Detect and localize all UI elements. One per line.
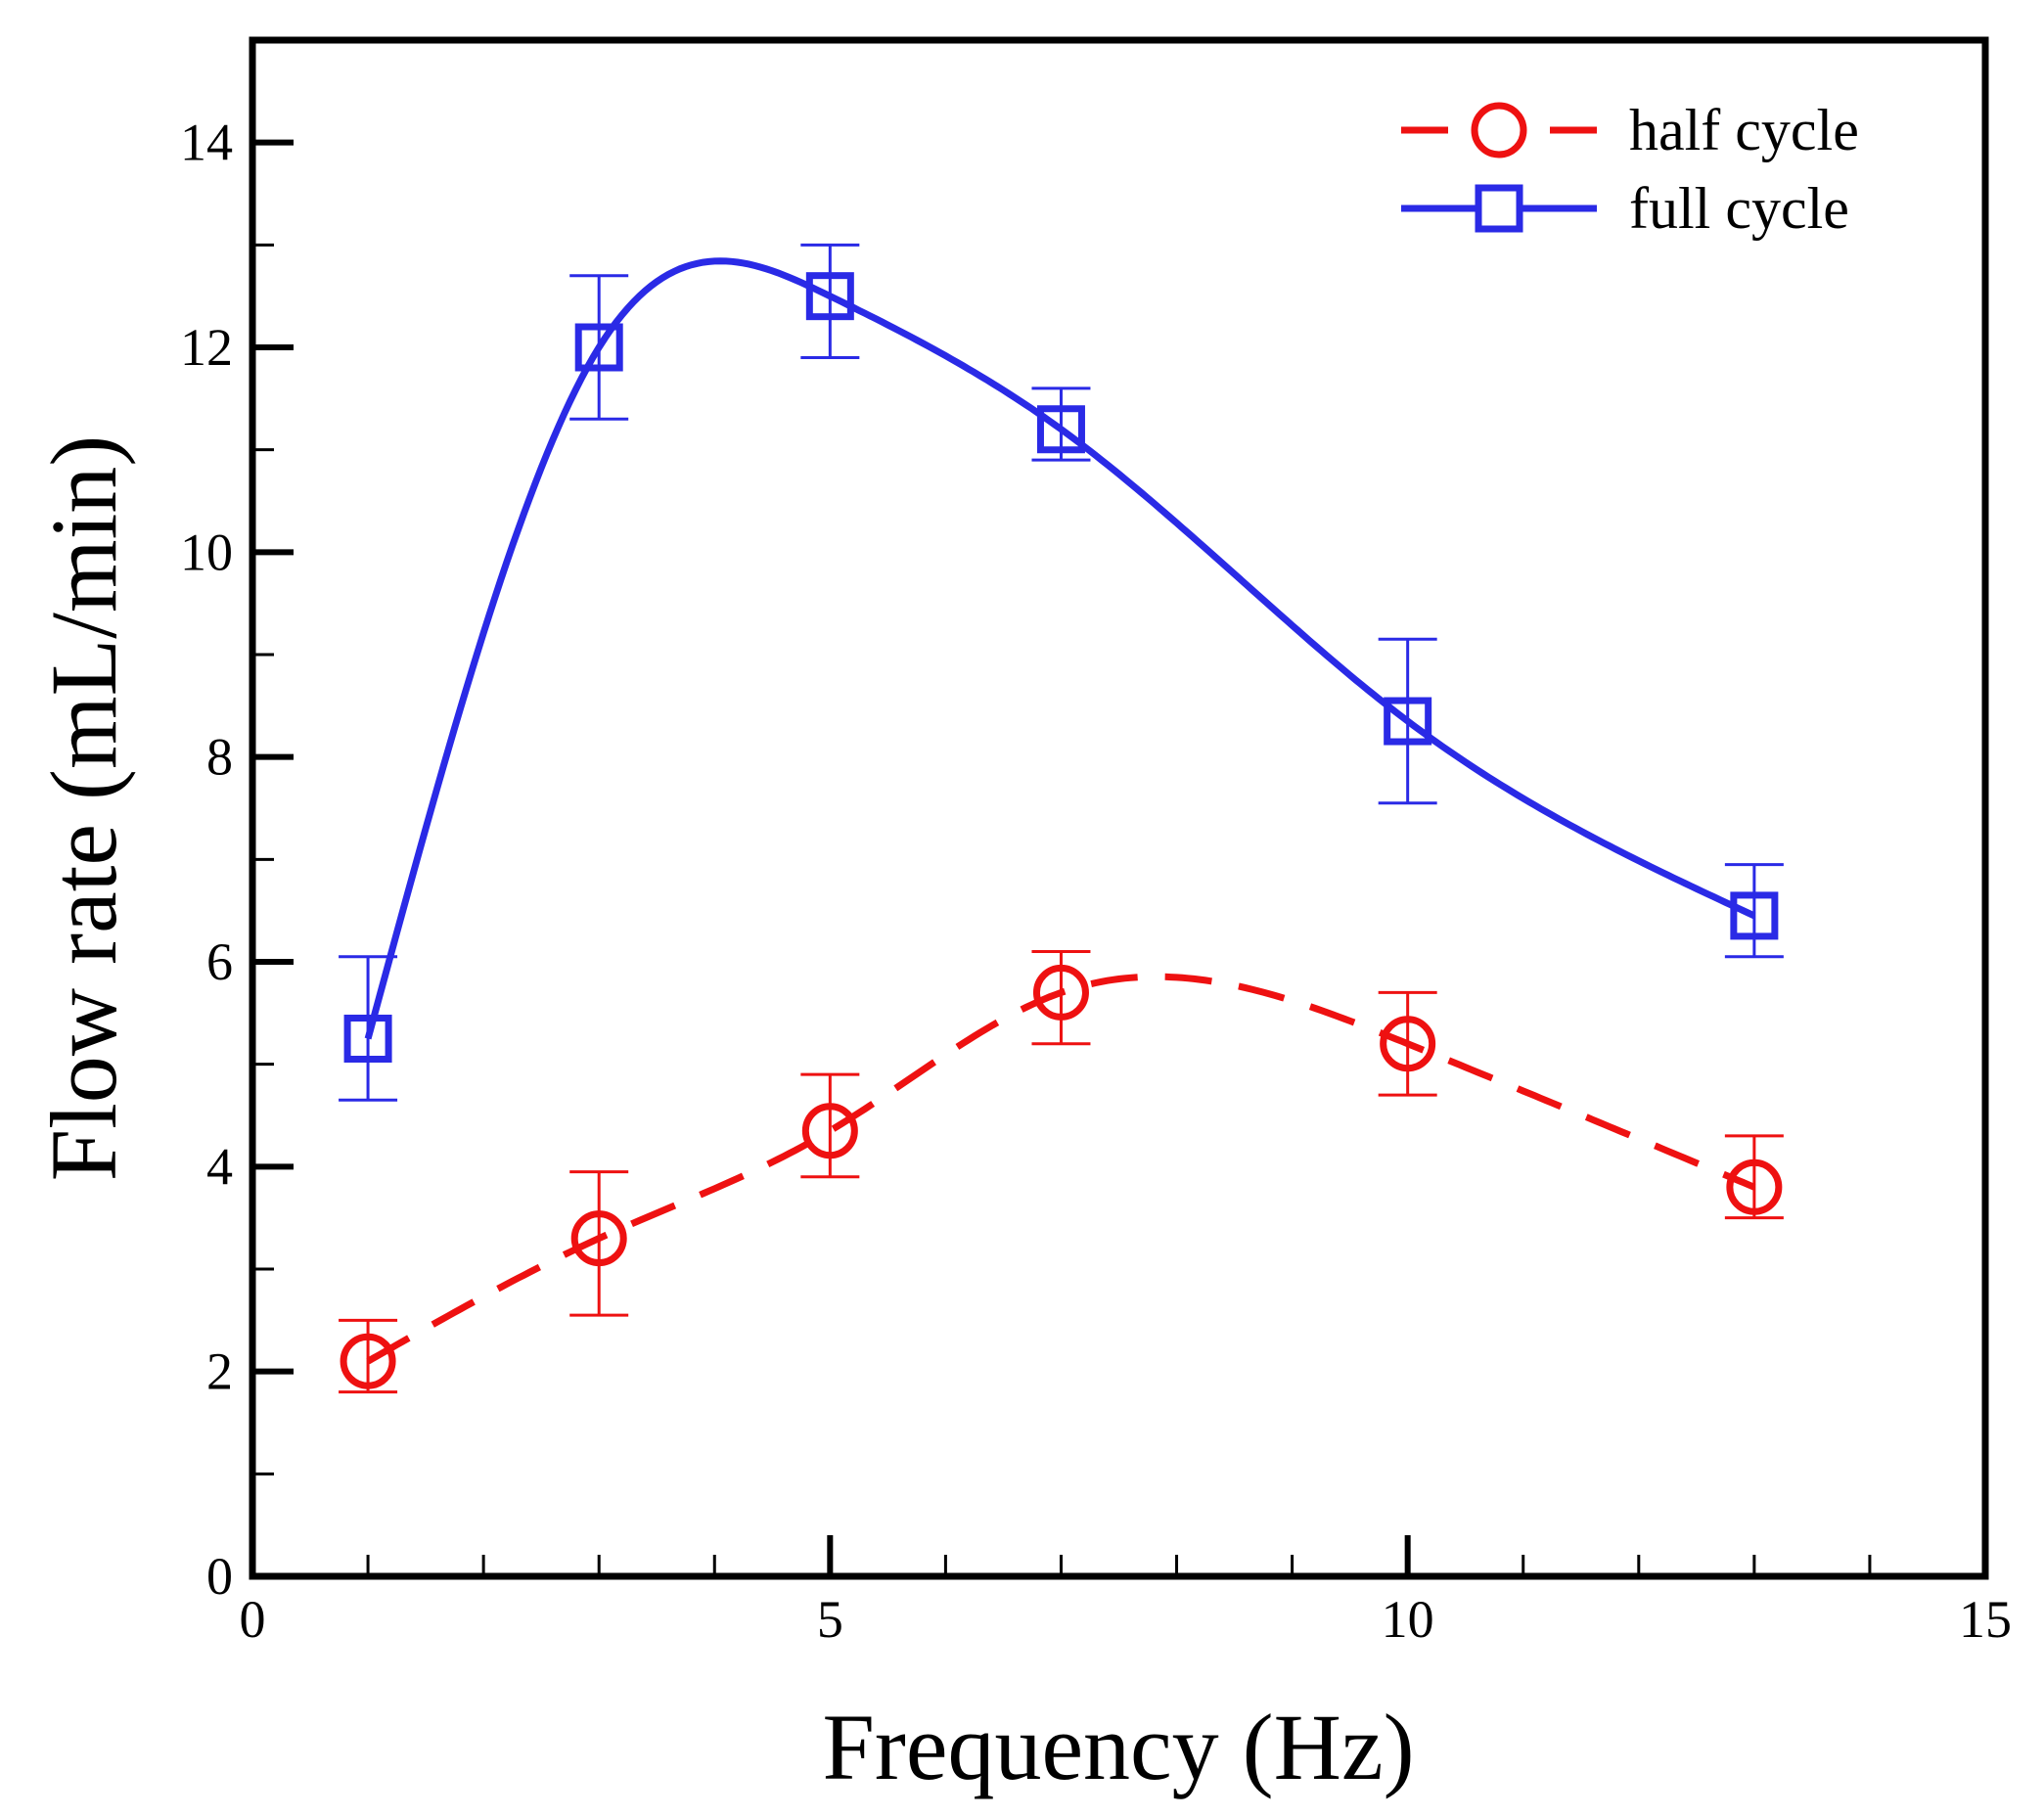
data-point (805, 272, 854, 321)
y-tick-label: 6 (206, 932, 233, 991)
tick-labels: 0 5 10 15 0 2 4 6 8 10 12 14 (180, 114, 2012, 1649)
y-tick-label: 10 (180, 522, 233, 581)
x-tick-label: 0 (240, 1590, 266, 1649)
legend-marker (1471, 102, 1527, 159)
data-point (1032, 964, 1089, 1021)
data-point (1384, 697, 1432, 746)
legend-entry: full cycle (1401, 176, 1849, 241)
legend-label: half cycle (1629, 98, 1859, 162)
data-point (1036, 405, 1085, 454)
y-tick-label: 12 (180, 318, 233, 377)
data-point (340, 1333, 396, 1389)
x-tick-label: 15 (1959, 1590, 2012, 1649)
y-tick-label: 14 (180, 114, 233, 172)
x-tick-label: 5 (817, 1590, 843, 1649)
series-line (364, 257, 1756, 1040)
data-point (1730, 891, 1779, 940)
y-axis-title: Flow rate (mL/min) (31, 435, 136, 1182)
plot-frame (249, 36, 1989, 1580)
legend-marker (1475, 184, 1523, 233)
series-layer (339, 243, 1784, 1394)
axis-ticks (250, 139, 1988, 1579)
x-axis-title: Frequency (Hz) (822, 1695, 1414, 1799)
series-half-cycle (339, 950, 1784, 1394)
data-point (570, 1210, 627, 1267)
y-tick-label: 8 (206, 728, 233, 787)
y-tick-label: 2 (206, 1342, 233, 1401)
y-tick-label: 4 (206, 1137, 233, 1196)
data-point (801, 1103, 858, 1159)
data-point (343, 1015, 392, 1063)
y-tick-label: 0 (206, 1547, 233, 1606)
x-tick-label: 10 (1382, 1590, 1434, 1649)
series-full-cycle (339, 243, 1784, 1102)
legend: half cycle full cycle (1401, 98, 1859, 241)
legend-label: full cycle (1629, 176, 1849, 241)
data-point (1726, 1158, 1783, 1215)
data-point (574, 323, 623, 372)
legend-entry: half cycle (1401, 98, 1859, 162)
data-point (1380, 1016, 1436, 1072)
